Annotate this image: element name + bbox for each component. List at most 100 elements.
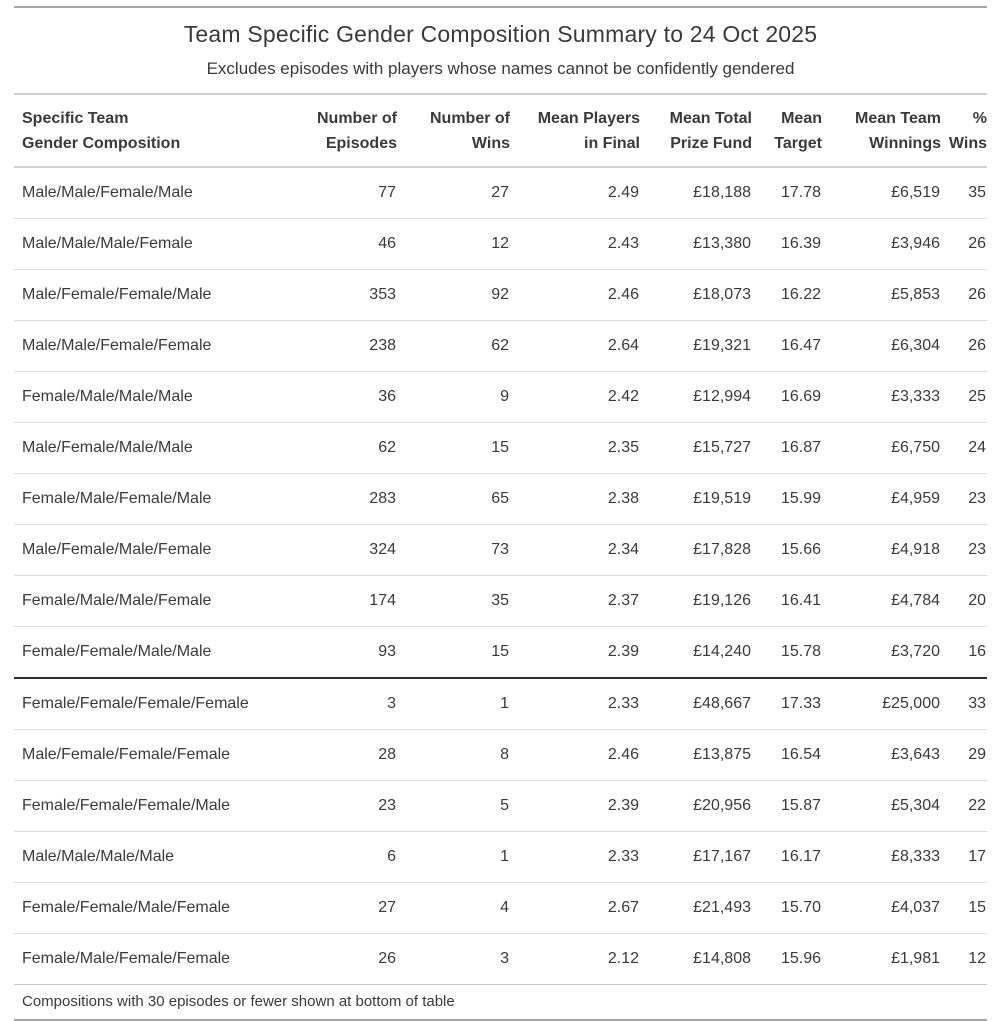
col-header-target: Mean Target	[752, 94, 822, 168]
value-cell: 3	[310, 678, 397, 730]
value-cell: 3	[397, 933, 510, 985]
composition-cell: Female/Male/Female/Female	[14, 933, 310, 985]
value-cell: £4,784	[822, 575, 941, 627]
header-line: Episodes	[325, 135, 397, 152]
value-cell: 8	[397, 729, 510, 781]
col-header-wins: Number of Wins	[397, 94, 510, 168]
composition-cell: Female/Female/Female/Male	[14, 780, 310, 832]
header-line: Wins	[948, 135, 987, 152]
header-line: in Final	[584, 135, 640, 152]
table-row: Male/Male/Female/Female 238 62 2.64 £19,321 1…	[14, 320, 987, 372]
composition-cell: Male/Male/Female/Female	[14, 320, 310, 372]
header-line: Mean	[781, 110, 822, 127]
composition-cell: Female/Male/Male/Female	[14, 575, 310, 627]
value-cell: 27	[310, 882, 397, 934]
table-row: Female/Male/Male/Male 36 9 2.42 £12,994 16.69…	[14, 371, 987, 423]
value-cell: 92	[397, 269, 510, 321]
header-line: Number of	[430, 110, 510, 127]
composition-cell: Male/Male/Male/Male	[14, 831, 310, 883]
composition-cell: Male/Female/Male/Male	[14, 422, 310, 474]
col-header-prize-fund: Mean Total Prize Fund	[640, 94, 752, 168]
table-footer: Compositions with 30 episodes or fewer s…	[14, 985, 987, 1021]
composition-cell: Female/Male/Male/Male	[14, 371, 310, 423]
value-cell: 46	[310, 218, 397, 270]
value-cell: 23	[941, 524, 987, 576]
value-cell: 16.22	[752, 269, 822, 321]
header-line: %	[972, 110, 987, 127]
value-cell: £3,720	[822, 626, 941, 679]
value-cell: £14,808	[640, 933, 752, 985]
value-cell: 26	[941, 269, 987, 321]
value-cell: 17.33	[752, 678, 822, 730]
table-row: Female/Male/Male/Female 174 35 2.37 £19,126 1…	[14, 575, 987, 627]
value-cell: 1	[397, 678, 510, 730]
table-row: Female/Male/Female/Male 283 65 2.38 £19,519 1…	[14, 473, 987, 525]
composition-cell: Male/Female/Male/Female	[14, 524, 310, 576]
value-cell: 15.70	[752, 882, 822, 934]
header-line: Target	[774, 135, 822, 152]
value-cell: 2.64	[510, 320, 640, 372]
value-cell: 238	[310, 320, 397, 372]
value-cell: 4	[397, 882, 510, 934]
value-cell: 2.42	[510, 371, 640, 423]
table-row: Female/Male/Female/Female 26 3 2.12 £14,808 1…	[14, 933, 987, 985]
value-cell: 5	[397, 780, 510, 832]
composition-cell: Female/Female/Female/Female	[14, 678, 310, 730]
value-cell: £6,750	[822, 422, 941, 474]
value-cell: 12	[397, 218, 510, 270]
value-cell: 2.46	[510, 269, 640, 321]
value-cell: 29	[941, 729, 987, 781]
value-cell: £4,037	[822, 882, 941, 934]
value-cell: 12	[941, 933, 987, 985]
value-cell: £3,333	[822, 371, 941, 423]
table-row: Male/Male/Male/Female 46 12 2.43 £13,380 16.3…	[14, 218, 987, 270]
table-row: Male/Male/Female/Male 77 27 2.49 £18,188 17.7…	[14, 167, 987, 219]
value-cell: 1	[397, 831, 510, 883]
value-cell: 20	[941, 575, 987, 627]
value-cell: £12,994	[640, 371, 752, 423]
value-cell: 23	[310, 780, 397, 832]
col-header-pct-wins: % Wins	[941, 94, 987, 168]
header-line: Gender Composition	[22, 135, 181, 152]
value-cell: £19,519	[640, 473, 752, 525]
col-header-mean-players: Mean Players in Final	[510, 94, 640, 168]
composition-cell: Male/Female/Female/Male	[14, 269, 310, 321]
summary-sheet: Team Specific Gender Composition Summary…	[14, 6, 987, 1021]
value-cell: 24	[941, 422, 987, 474]
value-cell: £5,853	[822, 269, 941, 321]
value-cell: 2.38	[510, 473, 640, 525]
value-cell: £18,073	[640, 269, 752, 321]
value-cell: £21,493	[640, 882, 752, 934]
value-cell: 35	[397, 575, 510, 627]
value-cell: 353	[310, 269, 397, 321]
value-cell: 324	[310, 524, 397, 576]
value-cell: 283	[310, 473, 397, 525]
value-cell: 62	[397, 320, 510, 372]
value-cell: 15	[397, 422, 510, 474]
value-cell: 17	[941, 831, 987, 883]
value-cell: 2.12	[510, 933, 640, 985]
value-cell: 15.66	[752, 524, 822, 576]
value-cell: 16	[941, 626, 987, 679]
table-subtitle: Excludes episodes with players whose nam…	[206, 59, 795, 78]
value-cell: £6,304	[822, 320, 941, 372]
value-cell: 2.46	[510, 729, 640, 781]
value-cell: 15.96	[752, 933, 822, 985]
table-row: Male/Female/Male/Female 324 73 2.34 £17,828 1…	[14, 524, 987, 576]
value-cell: 77	[310, 167, 397, 219]
table-row: Male/Female/Female/Female 28 8 2.46 £13,875 1…	[14, 729, 987, 781]
value-cell: 26	[310, 933, 397, 985]
table-body: Male/Male/Female/Male 77 27 2.49 £18,188 17.7…	[14, 167, 987, 985]
value-cell: 35	[941, 167, 987, 219]
value-cell: £6,519	[822, 167, 941, 219]
value-cell: 9	[397, 371, 510, 423]
value-cell: 22	[941, 780, 987, 832]
header-line: Number of	[317, 110, 397, 127]
value-cell: £48,667	[640, 678, 752, 730]
value-cell: 15.87	[752, 780, 822, 832]
value-cell: 16.47	[752, 320, 822, 372]
header-line: Prize Fund	[670, 135, 752, 152]
header-line: Wins	[471, 135, 510, 152]
value-cell: 15	[941, 882, 987, 934]
value-cell: £19,126	[640, 575, 752, 627]
